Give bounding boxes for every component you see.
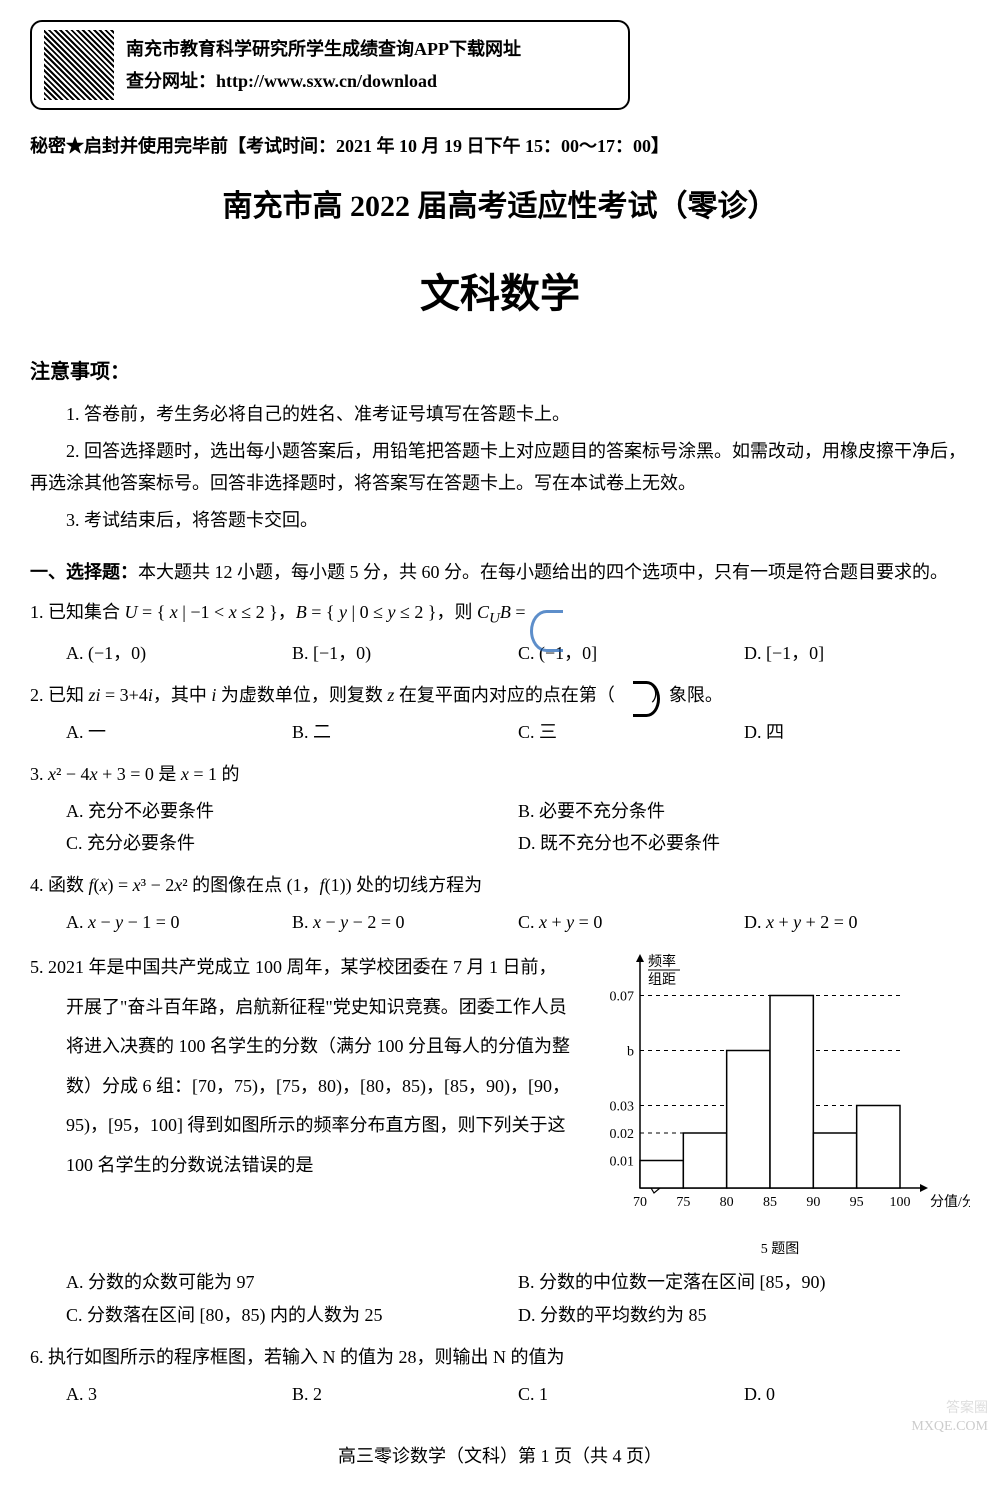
- histogram-caption: 5 题图: [590, 1237, 970, 1262]
- header-line2: 查分网址：http://www.sxw.cn/download: [126, 65, 521, 97]
- q5-C: C. 分数落在区间 [80，85) 内的人数为 25: [66, 1299, 518, 1331]
- q5-options: A. 分数的众数可能为 97 B. 分数的中位数一定落在区间 [85，90) C…: [66, 1266, 970, 1331]
- question-1: 1. 已知集合 U = { x | −1 < x ≤ 2 }，B = { y |…: [30, 596, 970, 669]
- question-3: 3. x² − 4x + 3 = 0 是 x = 1 的 A. 充分不必要条件 …: [30, 758, 970, 859]
- notice-item-1: 1. 答卷前，考生务必将自己的姓名、准考证号填写在答题卡上。: [30, 398, 970, 430]
- svg-text:分值/分: 分值/分: [930, 1194, 970, 1210]
- q3-options: A. 充分不必要条件 B. 必要不充分条件 C. 充分必要条件 D. 既不充分也…: [66, 795, 970, 860]
- histogram-svg: 频率组距 0.07 b 0.03 0.02 0.01 70 75 80 85 90 95 100 分值/分: [590, 948, 970, 1228]
- svg-text:80: 80: [720, 1195, 734, 1210]
- header-box: 南充市教育科学研究所学生成绩查询APP下载网址 查分网址：http://www.…: [30, 20, 630, 110]
- q5-D: D. 分数的平均数约为 85: [518, 1299, 970, 1331]
- histogram-figure: 频率组距 0.07 b 0.03 0.02 0.01 70 75 80 85 90 95 100 分值/分…: [590, 948, 970, 1262]
- q4-A: A. x − y − 1 = 0: [66, 906, 292, 938]
- secret-line: 秘密★启封并使用完毕前【考试时间：2021 年 10 月 19 日下午 15：0…: [30, 130, 970, 162]
- q4-stem: 4. 函数 f(x) = x³ − 2x² 的图像在点 (1，f(1)) 处的切…: [30, 869, 970, 901]
- q4-C: C. x + y = 0: [518, 906, 744, 938]
- svg-text:0.01: 0.01: [610, 1155, 635, 1170]
- q1-stem: 1. 已知集合 U = { x | −1 < x ≤ 2 }，B = { y |…: [30, 602, 530, 622]
- svg-text:频率: 频率: [648, 953, 676, 970]
- q6-options: A. 3 B. 2 C. 1 D. 0: [66, 1378, 970, 1410]
- q2-D: D. 四: [744, 716, 970, 748]
- q6-stem: 6. 执行如图所示的程序框图，若输入 N 的值为 28，则输出 N 的值为: [30, 1341, 970, 1373]
- watermark-2: MXQE.COM: [911, 1414, 988, 1439]
- q1-A: A. (−1，0): [66, 637, 292, 669]
- question-4: 4. 函数 f(x) = x³ − 2x² 的图像在点 (1，f(1)) 处的切…: [30, 869, 970, 938]
- q4-D: D. x + y + 2 = 0: [744, 906, 970, 938]
- q2-stem: 2. 已知 zi = 3+4i，其中 i 为虚数单位，则复数 z 在复平面内对应…: [30, 679, 970, 711]
- q5-A: A. 分数的众数可能为 97: [66, 1266, 518, 1298]
- q5-stem: 5. 2021 年是中国共产党成立 100 周年，某学校团委在 7 月 1 日前…: [66, 948, 572, 1186]
- q1-D: D. [−1，0]: [744, 637, 970, 669]
- notice-heading: 注意事项：: [30, 354, 970, 390]
- svg-text:70: 70: [633, 1195, 647, 1210]
- q1-options: A. (−1，0) B. [−1，0) C. (−1，0] D. [−1，0]: [66, 637, 970, 669]
- q6-C: C. 1: [518, 1378, 744, 1410]
- svg-text:0.03: 0.03: [610, 1100, 635, 1115]
- qr-code-icon: [44, 30, 114, 100]
- q2-options: A. 一 B. 二 C. 三 D. 四: [66, 716, 970, 748]
- q2-C: C. 三: [518, 716, 744, 748]
- notice-item-3: 3. 考试结束后，将答题卡交回。: [30, 504, 970, 536]
- svg-text:95: 95: [850, 1195, 864, 1210]
- exam-title: 南充市高 2022 届高考适应性考试（零诊）: [30, 180, 970, 234]
- q6-D: D. 0: [744, 1378, 970, 1410]
- q6-A: A. 3: [66, 1378, 292, 1410]
- q2-B: B. 二: [292, 716, 518, 748]
- q6-B: B. 2: [292, 1378, 518, 1410]
- svg-text:0.02: 0.02: [610, 1127, 635, 1142]
- svg-text:0.07: 0.07: [610, 990, 635, 1005]
- header-text: 南充市教育科学研究所学生成绩查询APP下载网址 查分网址：http://www.…: [126, 33, 521, 98]
- q3-stem: 3. x² − 4x + 3 = 0 是 x = 1 的: [30, 758, 970, 790]
- hand-annotation-b: [615, 685, 633, 705]
- q3-A: A. 充分不必要条件: [66, 795, 518, 827]
- q3-B: B. 必要不充分条件: [518, 795, 970, 827]
- question-5: 5. 2021 年是中国共产党成立 100 周年，某学校团委在 7 月 1 日前…: [30, 948, 970, 1331]
- q3-C: C. 充分必要条件: [66, 827, 518, 859]
- q4-B: B. x − y − 2 = 0: [292, 906, 518, 938]
- section1-heading: 一、选择题：本大题共 12 小题，每小题 5 分，共 60 分。在每小题给出的四…: [30, 556, 970, 588]
- svg-text:85: 85: [763, 1195, 777, 1210]
- svg-text:90: 90: [806, 1195, 820, 1210]
- svg-text:100: 100: [890, 1195, 911, 1210]
- q5-B: B. 分数的中位数一定落在区间 [85，90): [518, 1266, 970, 1298]
- svg-text:75: 75: [676, 1195, 690, 1210]
- section1-heading-rest: 本大题共 12 小题，每小题 5 分，共 60 分。在每小题给出的四个选项中，只…: [138, 562, 948, 582]
- page-footer: 高三零诊数学（文科）第 1 页（共 4 页）: [30, 1440, 970, 1472]
- q4-options: A. x − y − 1 = 0 B. x − y − 2 = 0 C. x +…: [66, 906, 970, 938]
- header-line1: 南充市教育科学研究所学生成绩查询APP下载网址: [126, 33, 521, 65]
- section1-heading-bold: 一、选择题：: [30, 562, 138, 582]
- q3-D: D. 既不充分也不必要条件: [518, 827, 970, 859]
- question-6: 6. 执行如图所示的程序框图，若输入 N 的值为 28，则输出 N 的值为 A.…: [30, 1341, 970, 1410]
- subject-title: 文科数学: [30, 258, 970, 330]
- q1-B: B. [−1，0): [292, 637, 518, 669]
- svg-text:组距: 组距: [648, 972, 676, 988]
- notice-item-2: 2. 回答选择题时，选出每小题答案后，用铅笔把答题卡上对应题目的答案标号涂黑。如…: [30, 435, 970, 500]
- svg-text:b: b: [627, 1045, 634, 1060]
- question-2: 2. 已知 zi = 3+4i，其中 i 为虚数单位，则复数 z 在复平面内对应…: [30, 679, 970, 748]
- q2-A: A. 一: [66, 716, 292, 748]
